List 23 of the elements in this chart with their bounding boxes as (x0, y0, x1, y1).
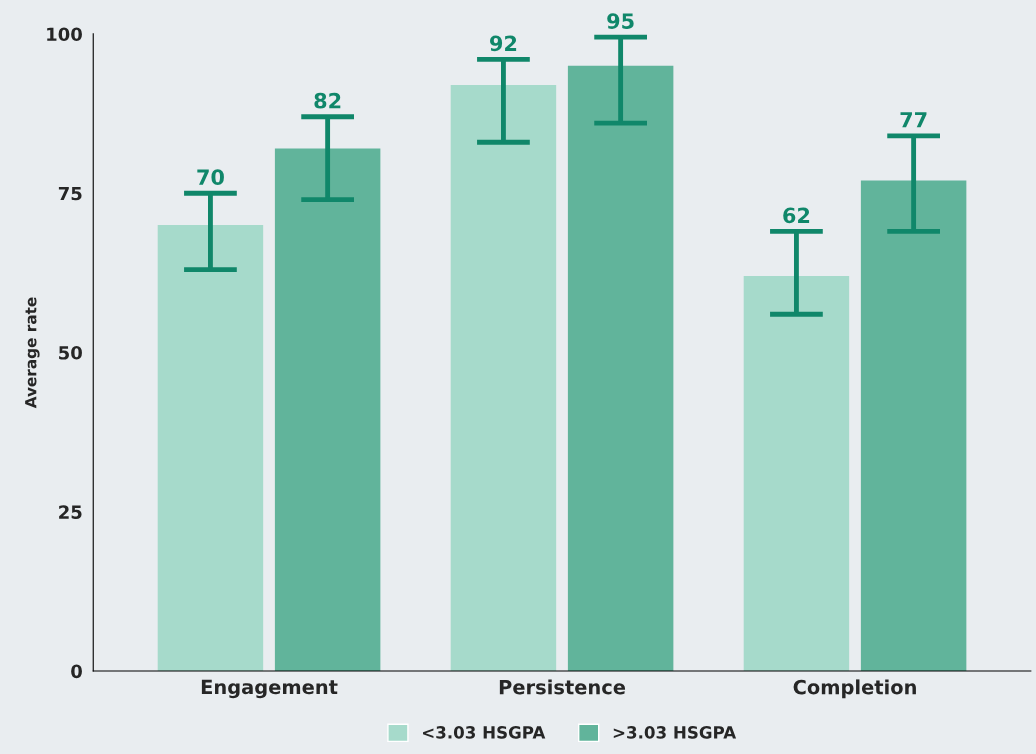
bar (860, 180, 967, 672)
y-tick-label: 100 (47, 27, 82, 42)
bar (450, 84, 557, 672)
bar (567, 65, 674, 672)
bar (743, 276, 850, 672)
data-label: 82 (314, 92, 341, 109)
data-label: 70 (197, 169, 224, 186)
x-tick-label: Persistence (499, 679, 626, 695)
data-label: 62 (783, 207, 810, 224)
x-tick-label: Engagement (201, 679, 338, 699)
data-label: 95 (607, 13, 634, 29)
y-tick-label: 75 (58, 186, 82, 201)
legend-label: <3.03 HSGPA (423, 726, 546, 739)
data-label: 92 (490, 35, 517, 52)
y-tick-label: 25 (59, 505, 82, 519)
bar (157, 225, 264, 672)
bar (274, 148, 381, 672)
x-tick-label: Completion (793, 679, 916, 699)
legend-label: >3.03 HSGPA (613, 726, 737, 739)
data-label: 77 (900, 112, 927, 128)
y-axis-title: Average rate (25, 297, 40, 409)
y-tick-label: 50 (59, 345, 82, 360)
y-tick-label: 0 (71, 664, 82, 679)
